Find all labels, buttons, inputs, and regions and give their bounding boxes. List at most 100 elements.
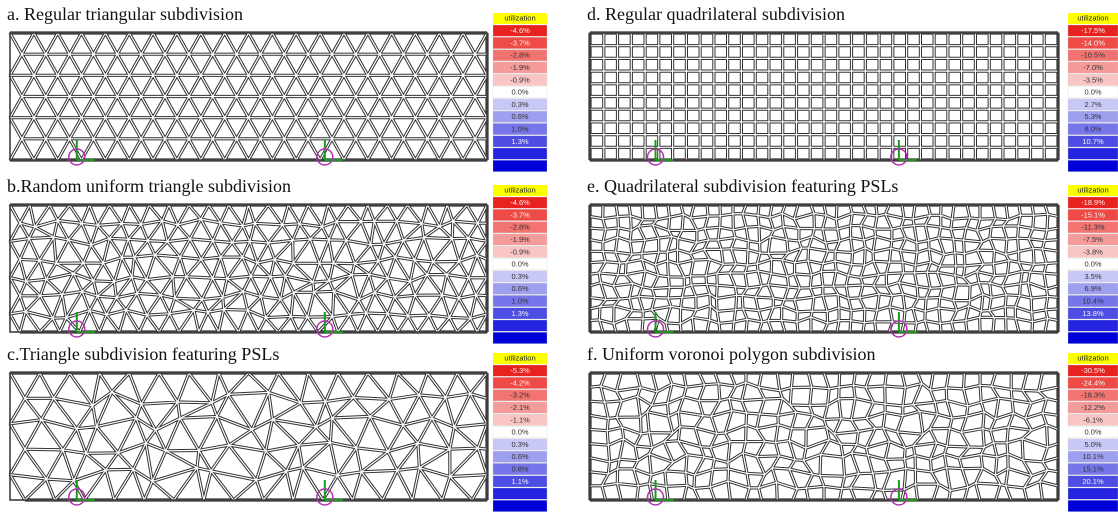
legend: utilization-30.5%-24.4%-18.3%-12.2%-6.1%…	[1068, 353, 1118, 512]
legend-label: -5.3%	[510, 366, 530, 375]
legend-label: -4.6%	[510, 26, 530, 35]
legend-label: -7.0%	[1083, 63, 1103, 72]
panel-title: c.Triangle subdivision featuring PSLs	[7, 344, 279, 364]
legend-label: 10.1%	[1082, 452, 1104, 461]
legend-header: utilization	[504, 13, 535, 22]
legend-label: 2.7%	[1084, 100, 1101, 109]
legend-label: -0.9%	[510, 75, 530, 84]
mesh-edges-inner	[590, 373, 1058, 500]
legend-swatch	[1068, 500, 1118, 511]
legend-label: -3.5%	[1083, 75, 1103, 84]
legend-label: -3.8%	[1083, 247, 1103, 256]
legend-label: -1.9%	[510, 63, 530, 72]
legend-header: utilization	[1077, 353, 1108, 362]
mesh	[590, 33, 1058, 165]
panel-title: e. Quadrilateral subdivision featuring P…	[587, 176, 898, 196]
panel-title: f. Uniform voronoi polygon subdivision	[587, 344, 876, 364]
legend-label: -18.9%	[1081, 198, 1105, 207]
legend-label: -6.1%	[1083, 415, 1103, 424]
mesh	[10, 33, 487, 165]
mesh	[10, 205, 487, 337]
mesh-edges-inner	[590, 205, 1058, 332]
legend-label: 0.0%	[511, 88, 528, 97]
panel: a. Regular triangular subdivision utiliza…	[7, 4, 547, 172]
legend-swatch	[1068, 332, 1118, 343]
legend-header: utilization	[504, 353, 535, 362]
mesh-edges	[590, 373, 1058, 500]
mesh-edges	[10, 373, 487, 500]
legend-label: 1.3%	[511, 309, 528, 318]
legend-label: -14.0%	[1081, 38, 1105, 47]
legend-label: 0.8%	[511, 465, 528, 474]
legend-label: 1.1%	[511, 477, 528, 486]
figure: a. Regular triangular subdivision utiliza…	[0, 0, 1118, 525]
legend-label: -1.1%	[510, 415, 530, 424]
legend: utilization-18.9%-15.1%-11.3%-7.5%-3.8%0…	[1068, 185, 1118, 344]
legend-label: 0.6%	[511, 452, 528, 461]
legend-label: 0.3%	[511, 440, 528, 449]
legend: utilization-5.3%-4.2%-3.2%-2.1%-1.1%0.0%…	[493, 353, 547, 512]
legend-label: 6.9%	[1084, 284, 1101, 293]
legend-label: 0.3%	[511, 100, 528, 109]
legend-label: 0.0%	[511, 428, 528, 437]
legend-label: -7.5%	[1083, 235, 1103, 244]
legend-label: -0.9%	[510, 247, 530, 256]
panel: e. Quadrilateral subdivision featuring P…	[587, 176, 1118, 344]
legend: utilization -17.5% -14.0% -10.5% -7.0% -3.5% 0…	[1068, 13, 1118, 172]
legend-label: -3.7%	[510, 210, 530, 219]
legend-label: 1.0%	[511, 125, 528, 134]
legend-label: -24.4%	[1081, 378, 1105, 387]
legend-label: 20.1%	[1082, 477, 1104, 486]
legend-label: 13.8%	[1082, 309, 1104, 318]
panel: c.Triangle subdivision featuring PSLs uti…	[7, 344, 547, 512]
legend-swatch	[1068, 320, 1118, 331]
legend-label: -10.5%	[1081, 51, 1105, 60]
legend-swatch	[1068, 488, 1118, 499]
legend-header: utilization	[1077, 13, 1108, 22]
mesh	[590, 373, 1058, 505]
legend-label: -3.7%	[510, 38, 530, 47]
legend-label: 10.4%	[1082, 297, 1104, 306]
legend-header: utilization	[504, 185, 535, 194]
legend-label: -18.3%	[1081, 391, 1105, 400]
legend-label: 1.0%	[511, 297, 528, 306]
legend-label: 0.6%	[511, 284, 528, 293]
panel: b.Random uniform triangle subdivisionuti…	[7, 176, 547, 344]
legend-label: -17.5%	[1081, 26, 1105, 35]
legend-label: 0.0%	[1084, 88, 1101, 97]
panel-title: d. Regular quadrilateral subdivision	[587, 4, 845, 24]
legend-swatch	[493, 160, 547, 171]
legend-label: 15.1%	[1082, 465, 1104, 474]
legend: utilization -4.6% -3.7% -2.8% -1.9% -0.9% 0.0%…	[493, 13, 547, 172]
legend-swatch	[493, 488, 547, 499]
legend-swatch	[493, 332, 547, 343]
legend-label: 0.0%	[1084, 428, 1101, 437]
legend-swatch	[1068, 160, 1118, 171]
legend-label: 5.3%	[1084, 112, 1101, 121]
legend-label: 8.0%	[1084, 125, 1101, 134]
legend-label: 0.0%	[511, 260, 528, 269]
legend-label: 0.6%	[511, 112, 528, 121]
panel: f. Uniform voronoi polygon subdivision ut…	[587, 344, 1118, 512]
legend-label: -15.1%	[1081, 210, 1105, 219]
legend-label: 3.5%	[1084, 272, 1101, 281]
legend-label: 0.0%	[1084, 260, 1101, 269]
legend-label: 0.3%	[511, 272, 528, 281]
legend-label: -30.5%	[1081, 366, 1105, 375]
legend-label: -2.8%	[510, 51, 530, 60]
mesh-edges-inner	[10, 33, 487, 160]
legend-label: 1.3%	[511, 137, 528, 146]
legend-label: -2.8%	[510, 223, 530, 232]
panel: d. Regular quadrilateral subdivision util…	[587, 4, 1118, 172]
legend-swatch	[493, 500, 547, 511]
mesh-border	[590, 373, 1058, 500]
mesh	[10, 373, 487, 505]
legend-label: -3.2%	[510, 391, 530, 400]
legend-label: -4.6%	[510, 198, 530, 207]
legend-label: -1.9%	[510, 235, 530, 244]
legend-label: -4.2%	[510, 378, 530, 387]
mesh	[590, 205, 1058, 337]
panel-title: a. Regular triangular subdivision	[7, 4, 243, 24]
legend-label: -11.3%	[1081, 223, 1105, 232]
legend-label: 10.7%	[1082, 137, 1104, 146]
